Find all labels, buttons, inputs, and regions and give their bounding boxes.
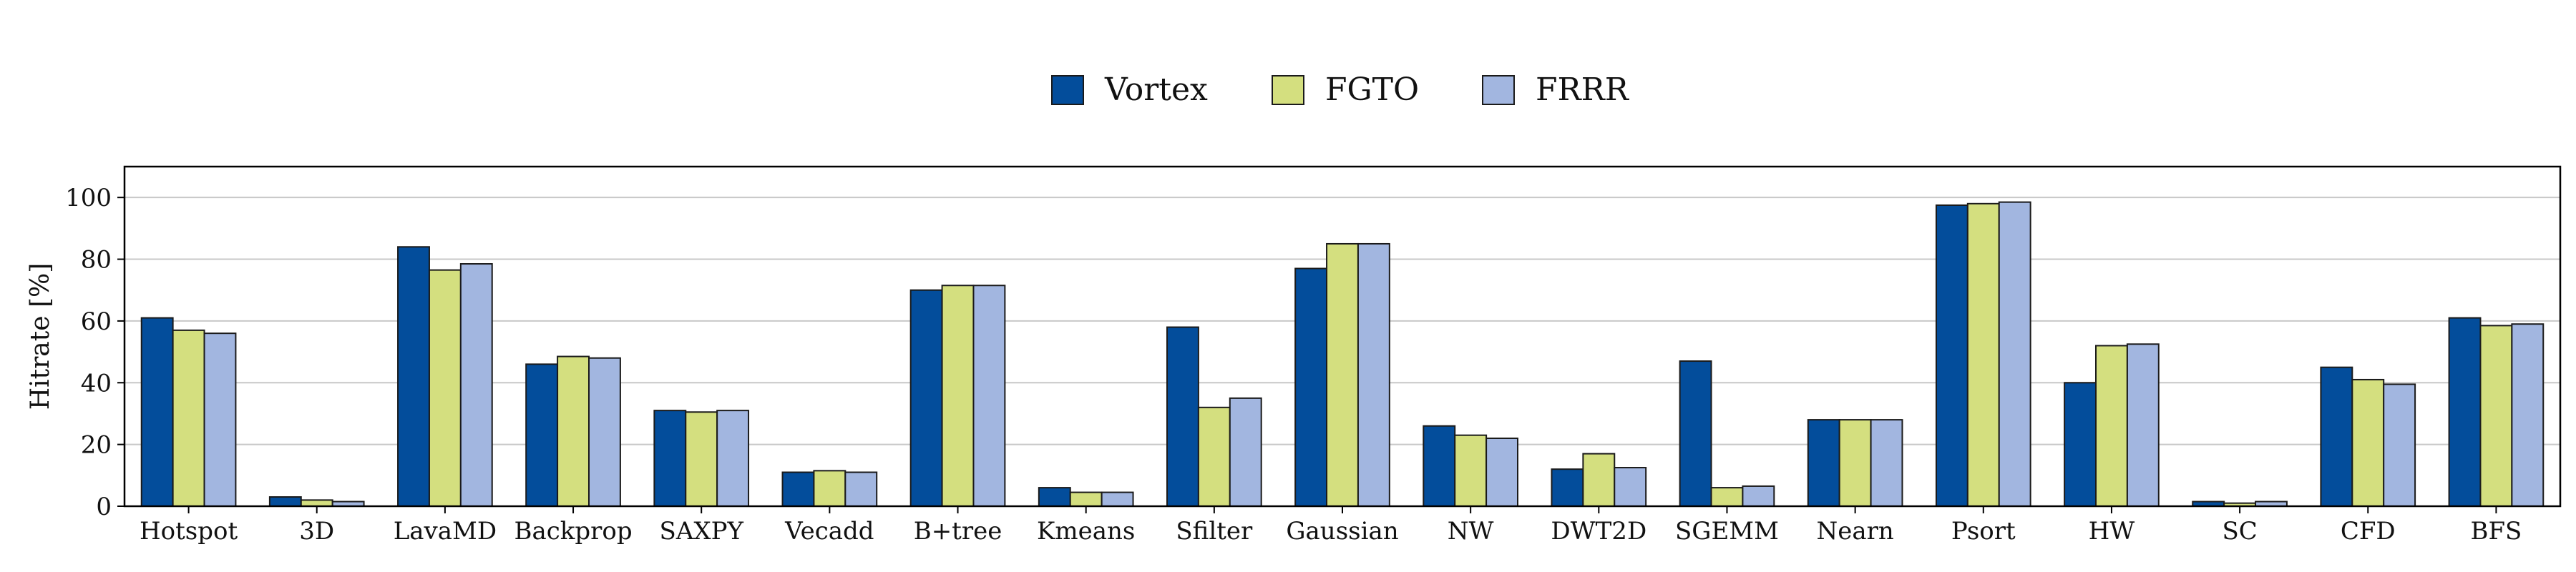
x-tick-label: Sfilter xyxy=(1176,517,1253,546)
bar-frrr-saxpy xyxy=(716,410,750,507)
bar-frrr-sfilter xyxy=(1229,397,1262,508)
legend-label: FRRR xyxy=(1536,72,1630,108)
bar-fgto-sgemm xyxy=(1710,487,1744,507)
bar-vortex-hotspot xyxy=(140,317,174,507)
legend-swatch xyxy=(1482,75,1515,105)
x-tick-label: Gaussian xyxy=(1286,517,1398,546)
x-tick-label: Backprop xyxy=(514,517,632,546)
bar-fgto-3d xyxy=(300,499,333,508)
bar-frrr-vecadd xyxy=(844,471,878,507)
bar-vortex-psort xyxy=(1935,204,1968,507)
bar-frrr-gaussian xyxy=(1357,242,1390,507)
y-axis-label: Hitrate [%] xyxy=(26,263,55,410)
bar-frrr-hw xyxy=(2126,343,2160,507)
bar-fgto-dwt2d xyxy=(1582,453,1616,507)
bar-vortex-3d xyxy=(268,496,302,508)
y-tick-label: 0 xyxy=(96,493,112,521)
x-tick-label: SC xyxy=(2222,517,2257,546)
bar-fgto-backprop xyxy=(557,355,590,507)
bars xyxy=(140,201,2545,508)
bar-vortex-nw xyxy=(1423,425,1456,508)
bar-frrr-nw xyxy=(1485,438,1518,507)
bar-fgto-sfilter xyxy=(1197,406,1231,507)
x-tick-label: Nearn xyxy=(1816,517,1893,546)
bar-fgto-nw xyxy=(1454,434,1488,508)
bar-fgto-psort xyxy=(1966,202,2000,507)
bar-frrr-b-tree xyxy=(972,285,1006,507)
bar-frrr-backprop xyxy=(587,357,621,507)
bar-vortex-dwt2d xyxy=(1551,468,1584,508)
x-tick-label: NW xyxy=(1448,517,1494,546)
bar-fgto-b-tree xyxy=(941,285,975,507)
x-tick-label: SGEMM xyxy=(1675,517,1779,546)
legend: Vortex FGTO FRRR xyxy=(1051,72,1630,108)
legend-label: Vortex xyxy=(1104,72,1208,108)
bar-fgto-cfd xyxy=(2351,378,2385,507)
bar-frrr-nearn xyxy=(1870,419,1903,507)
bar-frrr-bfs xyxy=(2511,323,2545,507)
bar-frrr-psort xyxy=(1998,201,2031,507)
legend-swatch xyxy=(1272,75,1304,105)
x-tick-label: BFS xyxy=(2470,517,2522,546)
legend-label: FGTO xyxy=(1325,72,1419,108)
x-tick-label: DWT2D xyxy=(1551,517,1646,546)
bar-vortex-gaussian xyxy=(1294,267,1328,507)
bar-fgto-vecadd xyxy=(813,470,847,507)
x-tick-label: CFD xyxy=(2341,517,2396,546)
x-tick-label: 3D xyxy=(299,517,334,546)
y-axis: 0 20 40 60 80 100 xyxy=(65,184,125,521)
bar-vortex-vecadd xyxy=(781,471,815,507)
bar-fgto-bfs xyxy=(2479,325,2513,507)
y-tick-label: 80 xyxy=(81,246,112,275)
bar-frrr-lavamd xyxy=(459,263,493,507)
bar-fgto-hw xyxy=(2095,345,2128,508)
bar-vortex-nearn xyxy=(1807,419,1840,507)
legend-item-frrr: FRRR xyxy=(1482,72,1630,108)
bar-vortex-lavamd xyxy=(397,246,430,507)
bar-vortex-saxpy xyxy=(653,410,687,507)
x-tick-label: Psort xyxy=(1951,517,2016,546)
bar-vortex-b-tree xyxy=(909,289,943,507)
bar-fgto-saxpy xyxy=(685,411,718,508)
legend-item-fgto: FGTO xyxy=(1272,72,1419,108)
bar-fgto-kmeans xyxy=(1069,491,1103,507)
x-tick-label: B+tree xyxy=(914,517,1002,546)
x-tick-label: HW xyxy=(2089,517,2135,546)
bar-frrr-kmeans xyxy=(1101,491,1134,507)
y-tick-label: 40 xyxy=(81,369,112,398)
bar-vortex-backprop xyxy=(525,363,559,508)
bar-frrr-cfd xyxy=(2383,383,2416,507)
bar-frrr-hotspot xyxy=(203,332,237,507)
x-tick-label: SAXPY xyxy=(660,517,744,546)
bar-vortex-cfd xyxy=(2320,366,2353,507)
bar-frrr-dwt2d xyxy=(1614,467,1647,507)
x-tick-label: Vecadd xyxy=(784,517,874,546)
bar-vortex-sfilter xyxy=(1166,326,1199,507)
legend-swatch xyxy=(1051,75,1084,105)
x-tick-label: Kmeans xyxy=(1037,517,1135,546)
y-tick-label: 100 xyxy=(65,184,112,212)
bar-fgto-hotspot xyxy=(172,329,205,508)
y-tick-label: 20 xyxy=(81,431,112,460)
bar-frrr-sgemm xyxy=(1742,485,1775,508)
x-tick-label: Hotspot xyxy=(140,517,238,546)
bar-fgto-gaussian xyxy=(1326,242,1359,507)
legend-item-vortex: Vortex xyxy=(1051,72,1208,108)
x-tick-label: LavaMD xyxy=(394,517,497,546)
x-axis: Hotspot 3D LavaMD Backprop SAXPY Vecadd B+tree… xyxy=(140,506,2522,546)
bar-vortex-hw xyxy=(2064,382,2097,507)
bar-vortex-sgemm xyxy=(1679,360,1712,507)
bar-vortex-bfs xyxy=(2448,317,2482,507)
bar-fgto-nearn xyxy=(1838,419,1872,507)
bar-vortex-kmeans xyxy=(1038,487,1071,507)
bar-fgto-lavamd xyxy=(428,269,462,507)
y-tick-label: 60 xyxy=(81,307,112,336)
